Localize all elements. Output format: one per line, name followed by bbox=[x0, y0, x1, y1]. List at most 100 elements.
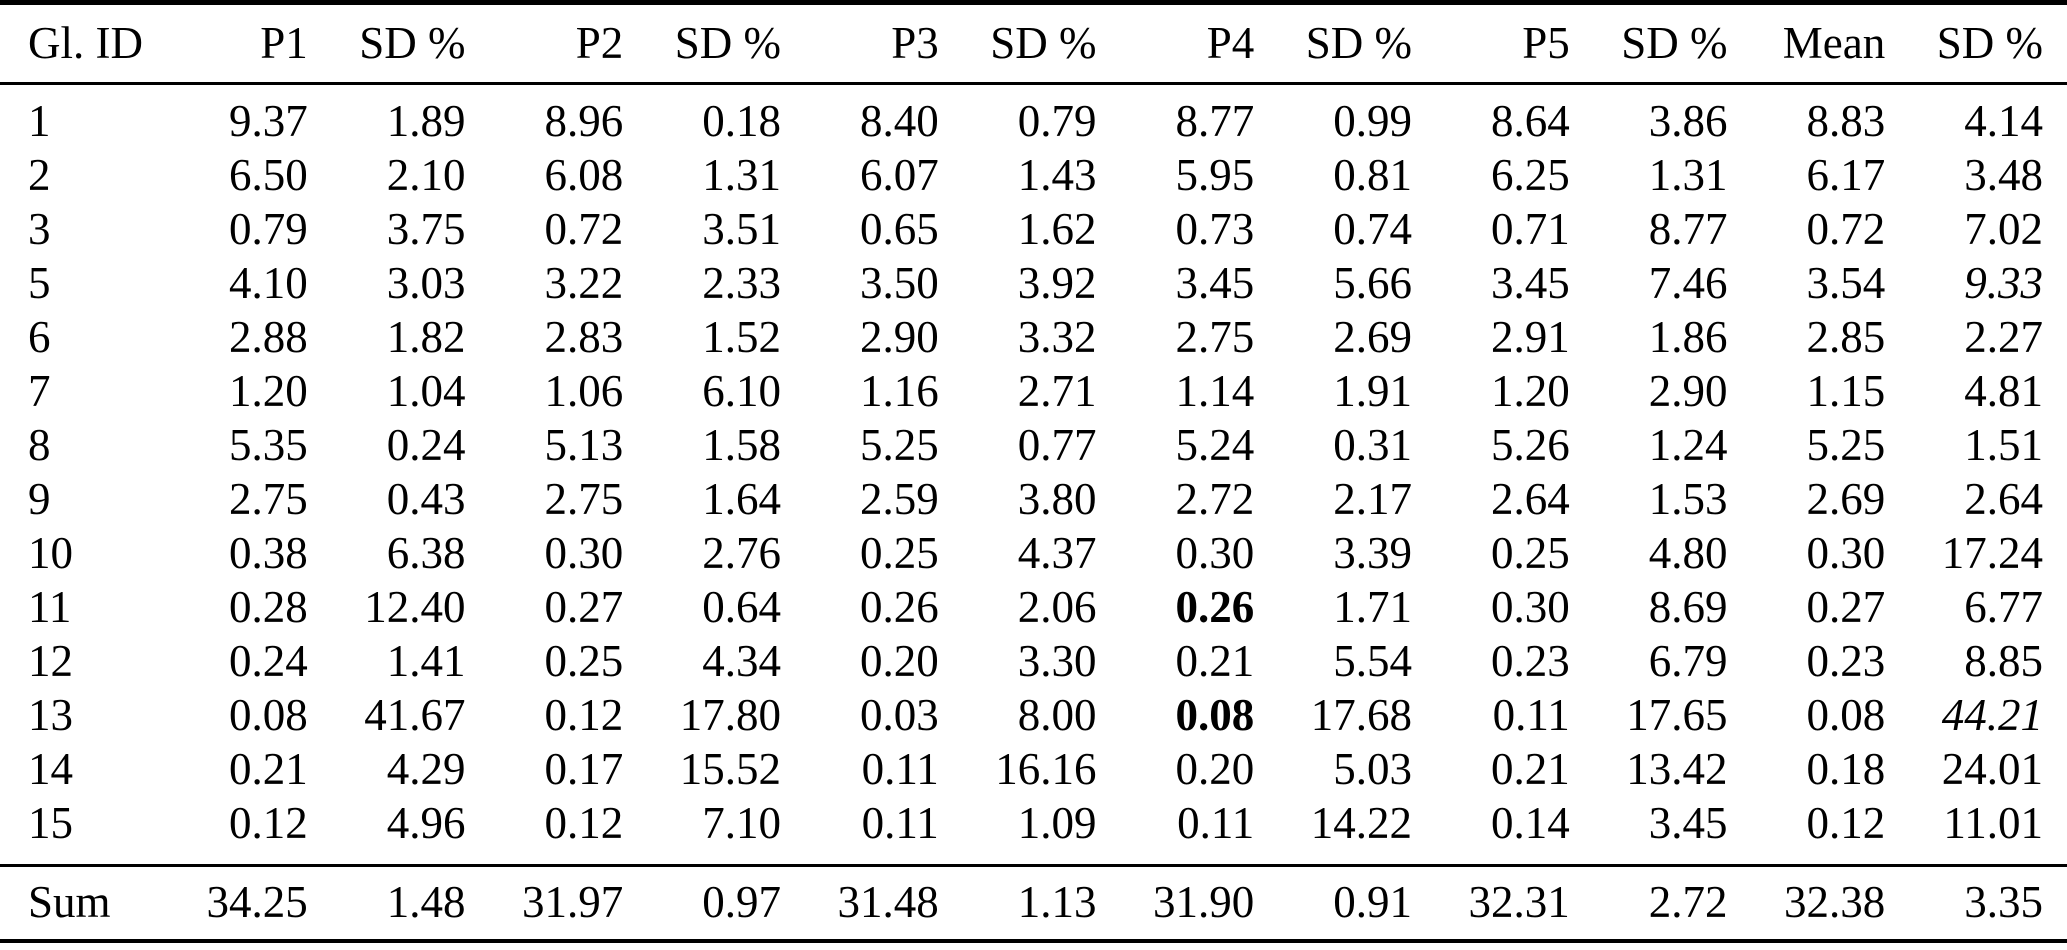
value-cell: 6.17 bbox=[1806, 150, 1886, 201]
value-cell: 3.48 bbox=[1964, 150, 2043, 201]
value-cell: 0.23 bbox=[1806, 636, 1886, 687]
value-cell: 5.66 bbox=[1333, 258, 1412, 309]
value-cell: 0.72 bbox=[1806, 204, 1886, 255]
value-cell: 1.04 bbox=[386, 366, 466, 417]
value-cell: 17.80 bbox=[679, 690, 781, 741]
column-header: SD % bbox=[331, 2, 490, 85]
value-cell: 0.26 bbox=[860, 582, 939, 633]
value-cell: 0.14 bbox=[1491, 798, 1570, 849]
value-cell: 5.13 bbox=[544, 420, 624, 471]
value-cell: 3.03 bbox=[386, 258, 466, 309]
value-cell: 2.85 bbox=[1806, 312, 1886, 363]
value-cell: 4.37 bbox=[1017, 528, 1097, 579]
sum-value-cell: 31.97 bbox=[489, 864, 648, 941]
value-cell: 2.75 bbox=[229, 474, 308, 525]
table-row: 13 0.08 41.67 0.12 17.80 0.03 8.00 0.08 17.68 0.1… bbox=[0, 689, 2067, 743]
value-cell: 1.43 bbox=[1017, 150, 1097, 201]
value-cell: 3.80 bbox=[1017, 474, 1097, 525]
value-cell: 0.73 bbox=[1175, 204, 1255, 255]
value-cell: 0.24 bbox=[386, 420, 466, 471]
row-id-cell: 3 bbox=[28, 204, 51, 255]
value-cell: 1.31 bbox=[702, 150, 781, 201]
value-cell: 1.53 bbox=[1648, 474, 1728, 525]
value-cell: 4.81 bbox=[1964, 366, 2043, 417]
value-cell: 1.71 bbox=[1333, 582, 1412, 633]
table-footer: Sum 34.25 1.48 31.97 0.97 31.48 1.13 31.90 0.91 3… bbox=[0, 864, 2067, 941]
value-cell: 4.96 bbox=[386, 798, 466, 849]
value-cell: 5.25 bbox=[860, 420, 939, 471]
value-cell: 8.77 bbox=[1648, 204, 1728, 255]
value-cell: 1.62 bbox=[1017, 204, 1097, 255]
column-header: P3 bbox=[805, 2, 963, 85]
value-cell: 3.51 bbox=[702, 204, 781, 255]
value-cell: 0.43 bbox=[386, 474, 466, 525]
value-cell: 5.26 bbox=[1491, 420, 1570, 471]
value-cell: 0.18 bbox=[702, 96, 781, 147]
value-cell: 0.11 bbox=[861, 798, 939, 849]
value-cell: 0.30 bbox=[1806, 528, 1886, 579]
value-cell: 6.25 bbox=[1491, 150, 1570, 201]
value-cell: 3.54 bbox=[1806, 258, 1886, 309]
value-cell: 8.96 bbox=[544, 96, 624, 147]
value-cell: 6.08 bbox=[544, 150, 624, 201]
value-cell: 2.75 bbox=[1175, 312, 1255, 363]
value-cell: 2.90 bbox=[1648, 366, 1728, 417]
value-cell: 3.50 bbox=[860, 258, 939, 309]
value-cell: 0.27 bbox=[1806, 582, 1886, 633]
value-cell: 2.71 bbox=[1017, 366, 1097, 417]
value-cell: 4.29 bbox=[386, 744, 466, 795]
value-cell: 15.52 bbox=[679, 744, 781, 795]
value-cell: 8.85 bbox=[1964, 636, 2043, 687]
value-cell: 16.16 bbox=[995, 744, 1097, 795]
value-cell: 0.79 bbox=[1017, 96, 1097, 147]
value-cell: 6.07 bbox=[860, 150, 939, 201]
value-cell: 1.91 bbox=[1333, 366, 1412, 417]
table-row: 8 5.35 0.24 5.13 1.58 5.25 0.77 5.24 0.31 5.26 1.2… bbox=[0, 419, 2067, 473]
value-cell: 0.08 bbox=[1175, 690, 1255, 741]
value-cell: 7.10 bbox=[702, 798, 781, 849]
column-header: SD % bbox=[1278, 2, 1436, 85]
table-row: 5 4.10 3.03 3.22 2.33 3.50 3.92 3.45 5.66 3.45 7.4… bbox=[0, 257, 2067, 311]
table-row: 12 0.24 1.41 0.25 4.34 0.20 3.30 0.21 5.54 0.23 6.… bbox=[0, 635, 2067, 689]
row-id-cell: 14 bbox=[28, 744, 73, 795]
value-cell: 2.83 bbox=[544, 312, 624, 363]
column-header: SD % bbox=[647, 2, 805, 85]
value-cell: 0.64 bbox=[702, 582, 781, 633]
value-cell: 0.08 bbox=[1806, 690, 1886, 741]
value-cell: 0.20 bbox=[1175, 744, 1255, 795]
value-cell: 14.22 bbox=[1310, 798, 1412, 849]
column-header: SD % bbox=[1909, 2, 2067, 85]
row-id-cell: 7 bbox=[28, 366, 51, 417]
value-cell: 2.59 bbox=[860, 474, 939, 525]
value-cell: 5.35 bbox=[229, 420, 308, 471]
value-cell: 0.21 bbox=[1491, 744, 1570, 795]
value-cell: 4.14 bbox=[1964, 96, 2043, 147]
value-cell: 6.38 bbox=[386, 528, 466, 579]
value-cell: 4.34 bbox=[702, 636, 781, 687]
value-cell: 5.25 bbox=[1806, 420, 1886, 471]
value-cell: 5.24 bbox=[1175, 420, 1255, 471]
row-id-cell: 12 bbox=[28, 636, 73, 687]
value-cell: 8.69 bbox=[1648, 582, 1728, 633]
sum-label-cell: Sum bbox=[0, 864, 174, 941]
value-cell: 41.67 bbox=[364, 690, 466, 741]
row-id-cell: 5 bbox=[28, 258, 51, 309]
value-cell: 13.42 bbox=[1626, 744, 1728, 795]
value-cell: 0.21 bbox=[1175, 636, 1255, 687]
sum-value-cell: 3.35 bbox=[1909, 864, 2067, 941]
value-cell: 2.90 bbox=[860, 312, 939, 363]
row-id-cell: 15 bbox=[28, 798, 73, 849]
value-cell: 1.14 bbox=[1175, 366, 1255, 417]
value-cell: 3.45 bbox=[1175, 258, 1255, 309]
value-cell: 9.33 bbox=[1964, 258, 2043, 309]
sum-value-cell: 2.72 bbox=[1593, 864, 1752, 941]
sum-value-cell: 1.48 bbox=[331, 864, 490, 941]
column-header-gl-id: Gl. ID bbox=[0, 2, 174, 85]
sum-value-cell: 31.48 bbox=[805, 864, 963, 941]
value-cell: 1.82 bbox=[386, 312, 466, 363]
value-cell: 1.15 bbox=[1806, 366, 1886, 417]
column-header: P2 bbox=[489, 2, 648, 85]
row-id-cell: 6 bbox=[28, 312, 51, 363]
value-cell: 1.52 bbox=[702, 312, 781, 363]
table-row: 11 0.28 12.40 0.27 0.64 0.26 2.06 0.26 1.71 0.30 8… bbox=[0, 581, 2067, 635]
